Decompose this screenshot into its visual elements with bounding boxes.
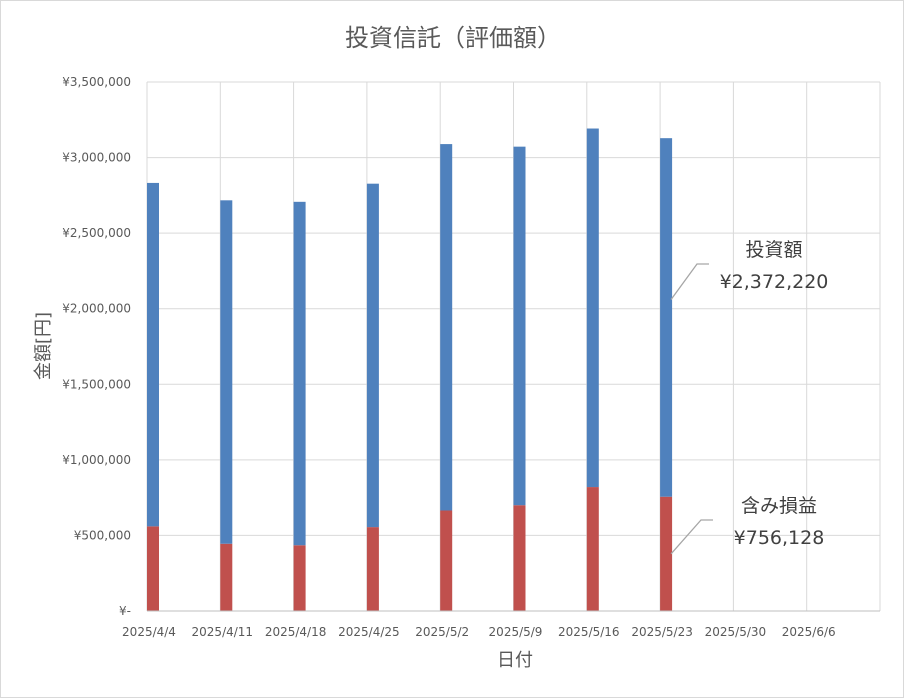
- x-tick-label: 2025/5/30: [705, 625, 767, 639]
- callouts: 投資額 ¥2,372,220 含み損益 ¥756,128: [670, 239, 829, 555]
- callout-leader-line: [670, 519, 713, 555]
- bar-unrealized-gain: [293, 545, 306, 611]
- bar-investment: [586, 128, 599, 488]
- bar-investment: [220, 200, 233, 544]
- x-axis-title: 日付: [497, 650, 533, 671]
- bar-unrealized-gain: [366, 527, 379, 611]
- y-tick-label: ¥2,500,000: [62, 226, 131, 240]
- x-tick-label: 2025/6/6: [782, 625, 836, 639]
- bar-investment: [440, 144, 453, 511]
- callout-value: ¥756,128: [734, 527, 825, 549]
- y-tick-label: ¥3,000,000: [62, 151, 131, 165]
- callout-value: ¥2,372,220: [720, 271, 829, 293]
- bar-unrealized-gain: [513, 505, 526, 611]
- bar-unrealized-gain: [147, 526, 159, 611]
- x-tick-label: 2025/4/4: [122, 625, 176, 639]
- x-tick-label: 2025/4/18: [265, 625, 327, 639]
- bar-unrealized-gain: [220, 543, 233, 611]
- y-tick-label: ¥2,000,000: [62, 302, 131, 316]
- axes: ¥- ¥500,000 ¥1,000,000 ¥1,500,000 ¥2,000,000…: [62, 75, 880, 639]
- y-tick-label: ¥-: [119, 604, 131, 618]
- callout-leader-line: [670, 263, 709, 300]
- bar-unrealized-gain: [440, 510, 453, 611]
- y-tick-label: ¥1,500,000: [62, 377, 131, 391]
- x-tick-label: 2025/5/9: [489, 625, 543, 639]
- bar-investment: [147, 182, 159, 527]
- y-tick-label: ¥500,000: [74, 528, 131, 542]
- bar-unrealized-gain: [586, 487, 599, 611]
- bar-investment: [366, 183, 379, 528]
- bar-investment: [513, 146, 526, 506]
- y-axis-title: 金額[円]: [33, 312, 54, 380]
- x-tick-label: 2025/5/16: [558, 625, 620, 639]
- chart-title: 投資信託（評価額）: [345, 24, 561, 52]
- x-tick-label: 2025/4/25: [338, 625, 400, 639]
- bar-investment: [293, 201, 306, 546]
- bar-unrealized-gain: [660, 496, 673, 611]
- bar-investment: [660, 138, 673, 497]
- x-tick-label: 2025/4/11: [192, 625, 254, 639]
- y-tick-label: ¥1,000,000: [62, 453, 131, 467]
- callout-label: 含み損益: [741, 495, 817, 517]
- bars: [147, 128, 673, 611]
- y-tick-label: ¥3,500,000: [62, 75, 131, 89]
- x-tick-label: 2025/5/2: [415, 625, 469, 639]
- x-tick-label: 2025/5/23: [631, 625, 693, 639]
- callout-label: 投資額: [745, 239, 802, 261]
